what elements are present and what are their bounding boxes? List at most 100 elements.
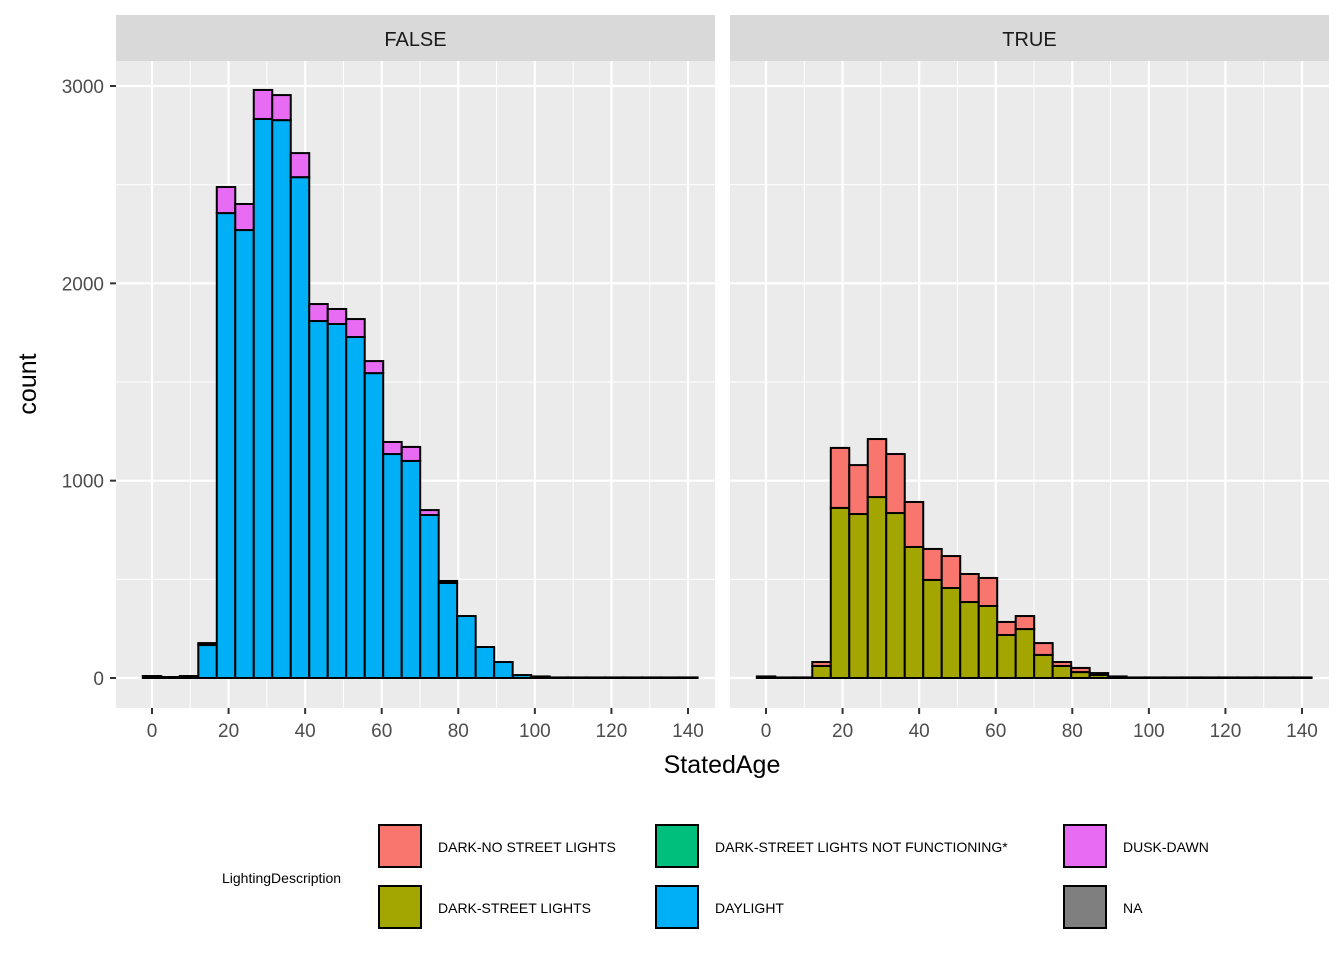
bar-false-daylight-bin-3	[197, 644, 218, 680]
y-tick-label: 1000	[62, 472, 104, 493]
bar-true-dark-street-lights-bin-10	[940, 587, 962, 679]
bar-true-dark-no-street-lights-bin-17	[1070, 666, 1091, 674]
bar-false-daylight-bin-25	[604, 676, 625, 680]
bar-true-dark-no-street-lights-bin-10	[940, 555, 962, 590]
facet-panel-true: TRUE	[730, 15, 1329, 708]
bar-true-dark-street-lights-bin-27	[1255, 676, 1276, 680]
bar-false-daylight-bin-12	[363, 372, 385, 679]
bar-false-daylight-bin-21	[530, 675, 551, 679]
legend-key-dark-street-lights-not-functioning-	[655, 824, 699, 868]
bar-true-dark-street-lights-bin-1	[774, 676, 795, 680]
bar-true-dark-no-street-lights-bin-12	[977, 576, 999, 607]
bar-false-daylight-bin-9	[308, 320, 329, 679]
bar-false-dusk-dawn-bin-7	[271, 94, 292, 122]
legend-label: NA	[1123, 900, 1143, 916]
x-tick-label: 0	[147, 721, 158, 742]
bar-false-dusk-dawn-bin-15	[419, 509, 440, 517]
bar-false-dusk-dawn-bin-9	[308, 303, 329, 323]
bar-true-dark-street-lights-bin-29	[1292, 676, 1313, 680]
legend-label: DUSK-DAWN	[1123, 839, 1209, 855]
bar-true-dark-street-lights-bin-14	[1014, 628, 1036, 680]
bar-false-dusk-dawn-bin-14	[400, 445, 422, 462]
bar-false-daylight-bin-19	[493, 661, 514, 679]
y-tick-label: 2000	[62, 274, 104, 295]
legend-label: DARK-STREET LIGHTS	[438, 900, 591, 916]
bar-true-dark-street-lights-bin-8	[903, 545, 925, 679]
bar-false-daylight-bin-0	[141, 675, 163, 680]
bar-true-dark-street-lights-bin-25	[1218, 676, 1239, 680]
x-tick-label: 80	[448, 721, 469, 742]
bar-false-dusk-dawn-bin-11	[345, 318, 366, 339]
bar-false-daylight-bin-8	[289, 176, 311, 679]
x-tick-label: 120	[1210, 721, 1242, 742]
bar-true-dark-street-lights-bin-20	[1125, 676, 1147, 680]
bar-true-dark-street-lights-bin-21	[1144, 676, 1165, 680]
bar-false-daylight-bin-6	[252, 117, 274, 680]
bar-true-dark-no-street-lights-bin-16	[1051, 661, 1073, 667]
bar-true-dark-street-lights-bin-4	[829, 506, 851, 680]
bar-true-dark-no-street-lights-bin-7	[885, 453, 906, 515]
bar-true-dark-no-street-lights-bin-5	[848, 464, 869, 516]
bar-false-dusk-dawn-bin-16	[437, 579, 459, 584]
bar-true-dark-street-lights-bin-7	[885, 512, 906, 680]
bar-true-dark-no-street-lights-bin-18	[1088, 672, 1110, 677]
bar-false-daylight-bin-15	[419, 514, 440, 680]
bar-true-dark-street-lights-bin-6	[866, 496, 888, 679]
bar-false-dusk-dawn-bin-10	[326, 307, 348, 325]
bar-false-daylight-bin-7	[271, 119, 292, 679]
bar-true-dark-street-lights-bin-5	[848, 513, 869, 679]
x-tick-label: 60	[371, 721, 392, 742]
legend-key-daylight	[655, 885, 699, 929]
legend-label: DARK-NO STREET LIGHTS	[438, 839, 616, 855]
facet-panel-false: FALSE	[116, 15, 715, 708]
bar-true-dark-street-lights-bin-26	[1236, 676, 1258, 680]
bar-true-dark-street-lights-bin-15	[1033, 653, 1054, 679]
x-tick-label: 40	[909, 721, 930, 742]
bar-true-dark-no-street-lights-bin-15	[1033, 642, 1054, 656]
bar-false-dusk-dawn-bin-12	[363, 360, 385, 375]
legend-title: LightingDescription	[222, 870, 341, 886]
y-tick-label: 0	[93, 669, 104, 690]
x-tick-label: 120	[596, 721, 628, 742]
bar-true-dark-no-street-lights-bin-6	[866, 438, 888, 499]
panel-background	[730, 61, 1329, 708]
bar-true-dark-street-lights-bin-16	[1051, 664, 1073, 679]
bar-false-daylight-bin-4	[215, 212, 237, 679]
bar-false-daylight-bin-17	[456, 615, 477, 680]
bar-true-dark-street-lights-bin-19	[1107, 675, 1128, 679]
bar-true-dark-street-lights-bin-22	[1162, 676, 1184, 680]
facet-strip	[116, 15, 715, 61]
bar-true-dark-no-street-lights-bin-8	[903, 500, 925, 548]
x-tick-label: 20	[218, 721, 239, 742]
bar-false-daylight-bin-27	[641, 676, 662, 680]
bar-true-dark-street-lights-bin-28	[1273, 676, 1295, 680]
bar-true-dark-no-street-lights-bin-14	[1014, 615, 1036, 631]
bar-true-dark-street-lights-bin-12	[977, 604, 999, 679]
bar-true-dark-no-street-lights-bin-3	[811, 661, 832, 667]
bar-false-dusk-dawn-bin-13	[382, 440, 403, 456]
x-tick-label: 80	[1062, 721, 1083, 742]
bar-false-daylight-bin-28	[659, 676, 681, 680]
bar-true-dark-street-lights-bin-3	[811, 664, 832, 679]
legend-label: DARK-STREET LIGHTS NOT FUNCTIONING*	[715, 839, 1008, 855]
legend-key-na	[1063, 885, 1107, 929]
bar-false-daylight-bin-2	[178, 675, 200, 680]
y-tick-label: 3000	[62, 77, 104, 98]
facet-strip	[730, 15, 1329, 61]
bar-false-daylight-bin-16	[437, 581, 459, 679]
bar-false-dusk-dawn-bin-6	[252, 88, 274, 120]
bar-false-dusk-dawn-bin-5	[234, 203, 255, 232]
bar-false-daylight-bin-14	[400, 459, 422, 679]
x-tick-label: 40	[295, 721, 316, 742]
bar-false-daylight-bin-24	[585, 676, 607, 680]
y-axis-title: count	[14, 353, 42, 414]
x-tick-label: 60	[985, 721, 1006, 742]
facet-strip-label: FALSE	[384, 29, 446, 51]
bar-false-dusk-dawn-bin-4	[215, 186, 237, 215]
x-tick-label: 0	[761, 721, 772, 742]
bar-true-dark-no-street-lights-bin-4	[829, 446, 851, 509]
x-tick-label: 140	[1286, 721, 1318, 742]
bar-true-dark-street-lights-bin-2	[792, 676, 814, 680]
bar-false-daylight-bin-13	[382, 453, 403, 679]
